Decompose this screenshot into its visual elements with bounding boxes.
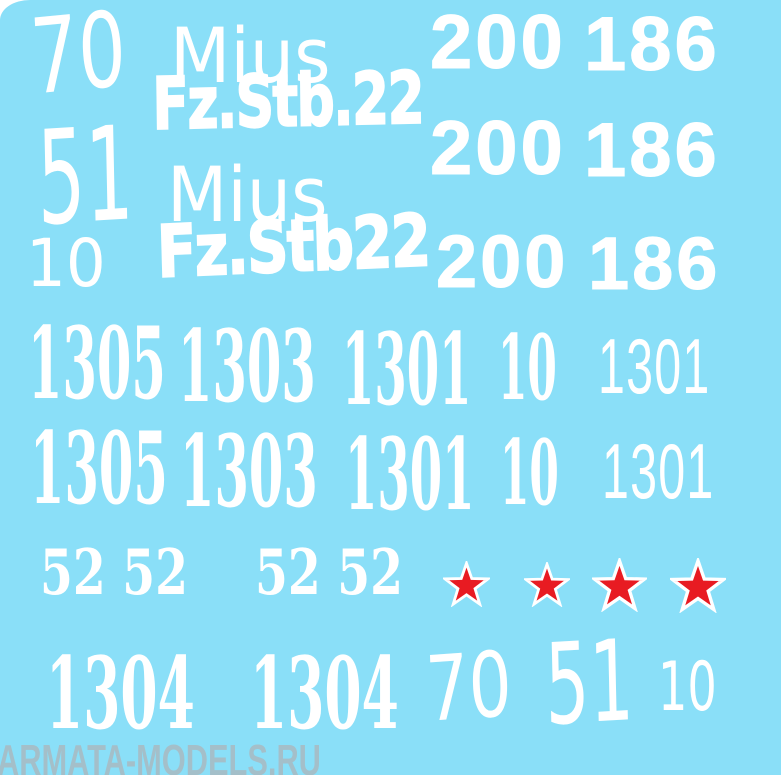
decal-number-1301-1: 1301: [342, 312, 472, 428]
decal-number-10: 10: [26, 225, 106, 302]
decal-number-186-1: 186: [584, 2, 720, 87]
decal-text-fzstb22-1: Fz.Stb.22: [151, 55, 424, 147]
decal-number-10-r4: 10: [498, 315, 557, 421]
decal-number-51: 51: [35, 97, 135, 255]
decal-number-10-r5: 10: [500, 420, 559, 526]
decal-number-200-3: 200: [435, 220, 569, 303]
decal-number-10-bottom: 10: [658, 648, 717, 727]
watermark: ARMATA-MODELS.RU: [0, 736, 321, 775]
decal-number-1305-2: 1305: [30, 411, 168, 527]
decal-number-200-2: 200: [430, 106, 566, 191]
decal-text-fzstb22-2: Fz.Stb22: [155, 197, 431, 295]
decal-number-1301-stencil-1: 1301: [598, 322, 711, 410]
red-star-icon: [524, 562, 570, 607]
decal-number-1301-2: 1301: [345, 417, 475, 533]
decal-number-1301-stencil-2: 1301: [602, 427, 715, 515]
decal-number-1303-1: 1303: [178, 309, 316, 425]
decal-number-1303-2: 1303: [180, 414, 318, 530]
decal-number-1305-1: 1305: [28, 306, 166, 422]
red-star-icon: [670, 558, 726, 613]
decal-number-1304-2: 1304: [250, 636, 399, 752]
red-star-icon: [592, 558, 647, 612]
red-star-icon: [443, 561, 490, 607]
decal-text-mius-2: Mius: [167, 150, 328, 239]
decal-number-186-3: 186: [587, 222, 721, 305]
decal-number-5252-1: 52 52: [40, 535, 188, 609]
decal-number-1304-1: 1304: [46, 636, 195, 752]
decal-number-186-2: 186: [584, 108, 720, 193]
decal-number-70: 70: [27, 0, 129, 119]
decal-text-mius-1: Mius: [170, 11, 331, 100]
decal-number-5252-2: 52 52: [255, 535, 403, 609]
decal-number-200-1: 200: [430, 0, 566, 85]
decal-number-51-bottom: 51: [543, 616, 635, 751]
decal-number-70-bottom: 70: [423, 632, 514, 743]
